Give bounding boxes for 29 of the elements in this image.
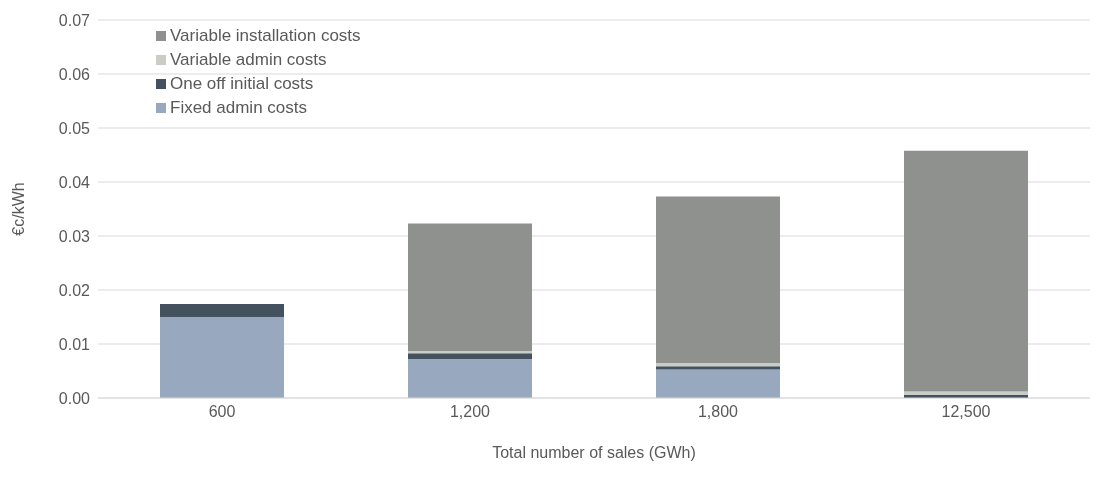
bar	[160, 317, 284, 398]
bar	[160, 304, 284, 317]
y-tick-label: 0.03	[58, 227, 91, 245]
x-axis-title: Total number of sales (GWh)	[492, 444, 696, 461]
bar	[656, 369, 780, 398]
y-axis-title: €c/kWh	[9, 182, 27, 236]
legend-label: Fixed admin costs	[170, 98, 307, 118]
y-tick-label: 0.01	[58, 335, 91, 353]
y-tick-label: 0.04	[58, 173, 91, 191]
x-tick-label: 600	[208, 403, 236, 421]
x-tick-label: 12,500	[941, 403, 991, 421]
y-tick-label: 0.06	[58, 65, 91, 83]
bar	[408, 359, 532, 398]
bar	[656, 196, 780, 363]
y-tick-label: 0.00	[58, 389, 91, 407]
legend-label: One off initial costs	[170, 74, 314, 94]
bar	[656, 362, 780, 367]
y-tick-label: 0.07	[58, 11, 91, 29]
bar	[408, 351, 532, 354]
x-tick-label: 1,800	[697, 403, 739, 421]
bar	[408, 223, 532, 352]
bar	[656, 366, 780, 370]
y-tick-label: 0.05	[58, 119, 91, 137]
bar	[408, 353, 532, 360]
bar	[904, 150, 1028, 392]
legend-label: Variable installation costs	[170, 26, 361, 46]
y-tick-label: 0.02	[58, 281, 91, 299]
x-tick-label: 1,200	[449, 403, 491, 421]
legend-label: Variable admin costs	[170, 50, 327, 70]
